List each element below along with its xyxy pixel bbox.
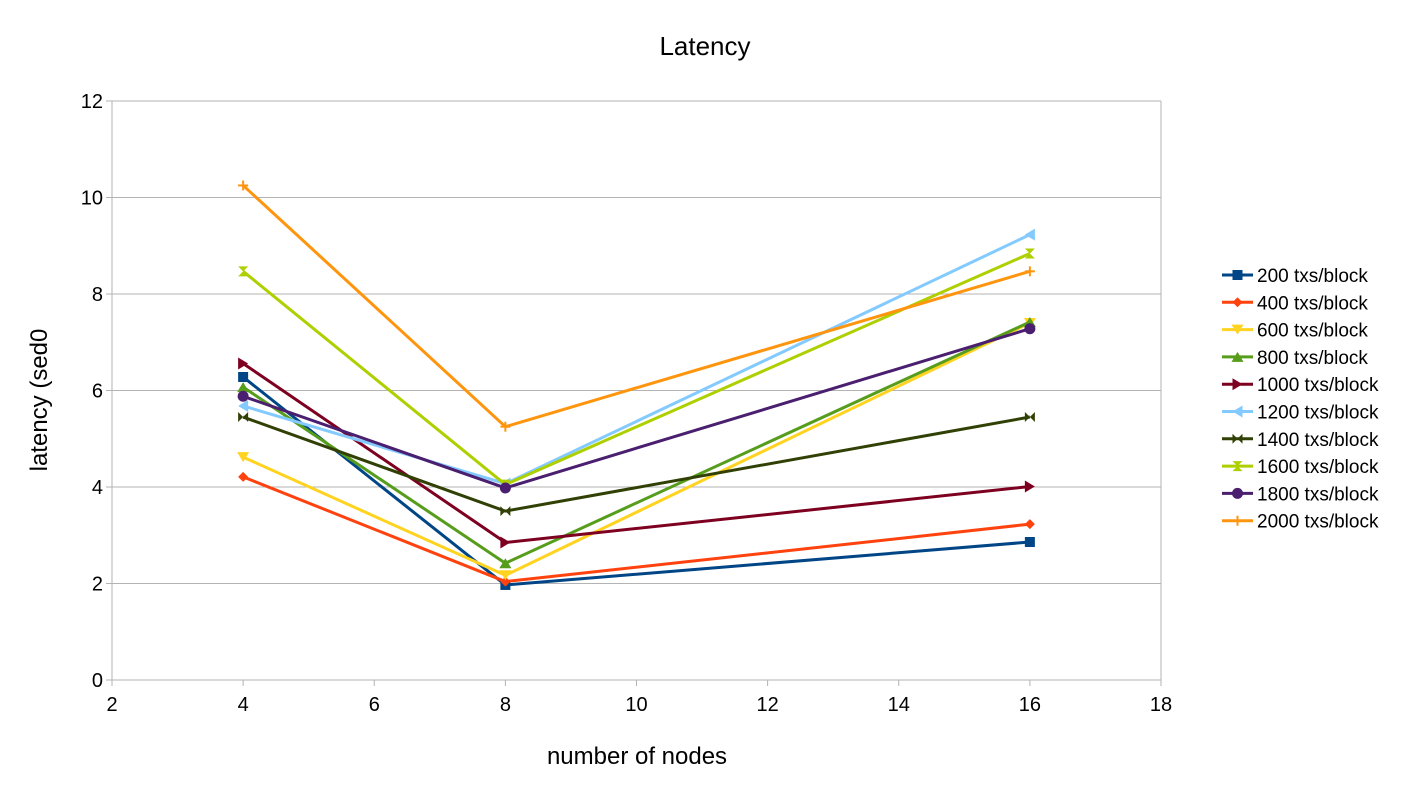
legend-item: 1600 txs/block [1222,457,1379,478]
x-tick-label: 10 [625,694,647,716]
series-1200-txs-block [238,228,1035,490]
data-point [238,399,249,412]
legend-label: 800 txs/block [1257,348,1368,369]
data-point [238,471,249,482]
y-axis-ticks: 0 2 4 6 8 10 12 [81,91,112,692]
legend-item: 1200 txs/block [1222,403,1379,424]
legend-marker [1231,324,1244,335]
data-point [1024,323,1036,335]
data-point [500,576,511,587]
data-point [1024,412,1035,423]
x-tick-label: 8 [500,694,511,716]
data-point [238,412,249,423]
series-1800-txs-block [237,323,1036,494]
data-point [238,357,249,370]
data-point [500,506,511,517]
y-tick-label: 8 [92,284,103,306]
x-axis-ticks: 2 4 6 8 10 12 14 16 18 [106,680,1172,716]
series-2000-txs-block [238,180,1035,432]
legend: 200 txs/block 400 txs/block 600 txs/block 8… [1222,266,1379,533]
y-tick-label: 4 [92,477,103,499]
legend-item: 400 txs/block [1222,293,1368,314]
series-400-txs-block [238,471,1035,587]
data-point [238,180,249,191]
legend-label: 1200 txs/block [1257,403,1379,424]
x-tick-label: 4 [238,694,249,716]
legend-item: 200 txs/block [1222,266,1368,287]
y-tick-label: 10 [81,188,103,210]
series-line [242,252,1031,487]
data-point [500,536,511,549]
legend-label: 400 txs/block [1257,293,1368,314]
y-tick-label: 6 [92,381,103,403]
x-tick-label: 14 [888,694,910,716]
legend-item: 1000 txs/block [1222,375,1379,396]
data-point [499,558,512,569]
legend-item: 800 txs/block [1222,348,1368,369]
grid-lines [112,100,1161,681]
legend-label: 2000 txs/block [1257,512,1379,533]
x-tick-label: 12 [757,694,779,716]
data-point [500,421,511,432]
data-point [237,390,249,402]
y-tick-label: 0 [92,670,103,692]
y-axis-label: latency (sed0 [26,329,53,472]
y-tick-label: 2 [92,574,103,596]
series-line [242,233,1031,486]
x-tick-label: 6 [369,694,380,716]
data-point [1024,266,1035,277]
data-point [499,570,512,581]
legend-marker [1232,461,1243,472]
legend-item: 2000 txs/block [1222,512,1379,533]
legend-label: 200 txs/block [1257,266,1368,287]
data-point [237,382,250,393]
legend-marker [1232,433,1243,444]
legend-marker [1232,405,1243,418]
series-200-txs-block [238,371,1035,590]
legend-label: 1000 txs/block [1257,375,1379,396]
series-1000-txs-block [238,357,1035,549]
x-tick-label: 16 [1019,694,1041,716]
series-line [242,327,1031,490]
data-point [237,452,250,463]
chart-title: Latency [659,31,750,61]
data-point [1024,480,1035,493]
series-1600-txs-block [238,248,1035,490]
x-tick-label: 2 [106,694,117,716]
series-line [242,375,1030,587]
data-point [499,482,511,494]
series-1400-txs-block [238,412,1035,517]
legend-label: 1400 txs/block [1257,430,1379,451]
data-point [1024,537,1035,548]
x-tick-label: 18 [1150,694,1172,716]
legend-label: 1600 txs/block [1257,457,1379,478]
x-axis-label: number of nodes [547,743,727,770]
data-point [1024,248,1035,259]
legend-marker [1232,297,1243,308]
legend-item: 600 txs/block [1222,321,1368,342]
data-point [1024,228,1035,241]
legend-label: 1800 txs/block [1257,484,1379,505]
data-point [238,371,249,382]
data-point [1024,519,1035,530]
legend-marker [1232,378,1243,391]
data-point [238,266,249,277]
series-layer [237,180,1036,590]
legend-marker [1232,515,1243,526]
legend-label: 600 txs/block [1257,321,1368,342]
legend-item: 1400 txs/block [1222,430,1379,451]
legend-marker [1232,270,1243,280]
legend-marker [1231,351,1244,362]
series-line [242,415,1031,513]
y-tick-label: 12 [81,91,103,113]
legend-item: 1800 txs/block [1222,484,1379,505]
legend-marker [1232,487,1243,499]
